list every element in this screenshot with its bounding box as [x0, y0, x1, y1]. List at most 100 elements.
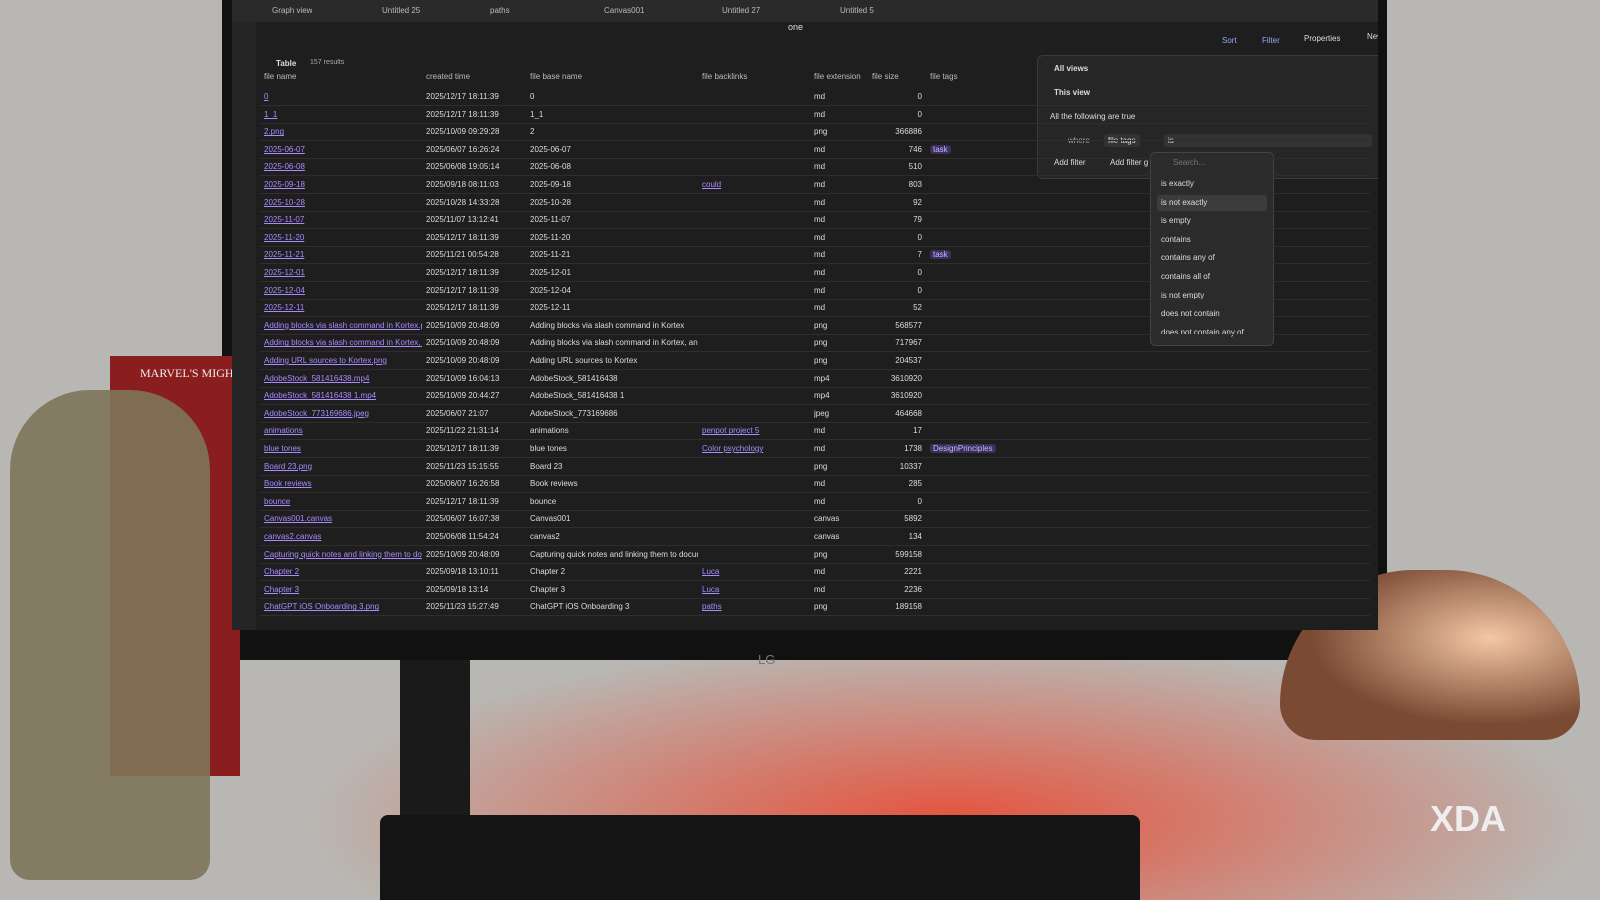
cell: task: [930, 250, 951, 260]
operator-option[interactable]: does not contain: [1161, 309, 1220, 319]
operator-option[interactable]: is empty: [1161, 216, 1191, 226]
row-divider: [260, 615, 1370, 617]
section-toggle[interactable]: All views: [1054, 64, 1089, 73]
view-switcher[interactable]: Table: [276, 59, 297, 68]
cell: png: [814, 602, 828, 612]
file-link[interactable]: 2025-12-04: [264, 285, 305, 295]
column-header[interactable]: file extension: [814, 72, 861, 81]
add-filter-button[interactable]: Add filter: [1054, 158, 1086, 167]
file-link[interactable]: Board 23.png: [264, 461, 313, 471]
cell: md: [814, 144, 826, 154]
file-link[interactable]: 2025-06-08: [264, 162, 305, 172]
column-header[interactable]: file backlinks: [702, 72, 748, 81]
properties-button[interactable]: Properties: [1304, 34, 1341, 43]
section-toggle[interactable]: This view: [1054, 88, 1091, 97]
operator-option[interactable]: is not empty: [1161, 290, 1205, 300]
cell[interactable]: penpot project 5: [702, 426, 760, 436]
cell: md: [814, 285, 826, 295]
cell: Capturing quick notes and linking them t…: [530, 549, 698, 559]
file-link[interactable]: 2025-12-11: [264, 303, 305, 313]
file-link[interactable]: 0: [264, 92, 269, 101]
file-link[interactable]: 2025-11-20: [264, 232, 305, 242]
cell[interactable]: paths: [702, 602, 722, 612]
add-filter-group-button[interactable]: Add filter g: [1110, 158, 1149, 167]
file-link[interactable]: Chapter 3: [264, 584, 300, 594]
file-link[interactable]: 1_1: [264, 109, 278, 119]
file-link[interactable]: 2025-06-07: [264, 144, 305, 154]
search-input[interactable]: Search...: [1173, 158, 1206, 167]
file-link[interactable]: 2025-09-18: [264, 180, 305, 189]
operator-option[interactable]: is exactly: [1161, 179, 1194, 188]
tab[interactable]: Untitled 5: [840, 6, 874, 15]
cell: 2025/12/17 18:11:39: [426, 285, 499, 295]
cell: 2025/09/18 13:10:11: [426, 567, 499, 577]
cell: canvas2: [530, 532, 560, 541]
cell: 2025/11/23 15:15:55: [426, 461, 499, 471]
file-link[interactable]: 2025-10-28: [264, 197, 305, 207]
column-header[interactable]: file name: [264, 72, 297, 81]
operator-option[interactable]: contains: [1161, 234, 1191, 244]
file-link[interactable]: animations: [264, 426, 303, 436]
file-link[interactable]: Chapter 2: [264, 567, 300, 577]
cell: 2025/06/07 21:07: [426, 408, 489, 418]
filter-button[interactable]: Filter: [1262, 36, 1280, 45]
cell: 2025/12/17 18:11:39: [426, 444, 499, 453]
operator-option[interactable]: contains all of: [1161, 272, 1210, 281]
column-header[interactable]: file base name: [530, 72, 583, 81]
file-link[interactable]: 2025-12-01: [264, 268, 305, 277]
file-link[interactable]: Canvas001.canvas: [264, 514, 333, 524]
operator-option[interactable]: contains any of: [1161, 253, 1215, 263]
file-link[interactable]: bounce: [264, 496, 291, 506]
cell: 2025/11/22 21:31:14: [426, 426, 499, 436]
file-link[interactable]: ChatGPT iOS Onboarding 3.png: [264, 602, 380, 612]
tab[interactable]: paths: [490, 6, 510, 15]
file-link[interactable]: blue tones: [264, 444, 301, 453]
cell: 3610920: [890, 373, 922, 383]
file-link[interactable]: 2025-11-21: [264, 250, 305, 260]
operator-option[interactable]: is not exactly: [1157, 194, 1267, 211]
cell: Adding blocks via slash command in Korte…: [530, 320, 685, 330]
cell[interactable]: Color psychology: [702, 444, 764, 453]
cell[interactable]: Luca: [702, 584, 720, 594]
cell: 79: [913, 215, 922, 225]
file-link[interactable]: Book reviews: [264, 479, 312, 489]
condition-select[interactable]: All the following are true: [1050, 112, 1136, 121]
cell: Board 23: [530, 461, 563, 471]
file-link[interactable]: Capturing quick notes and linking them t…: [264, 549, 422, 559]
cell: 134: [908, 532, 922, 541]
row-divider: [260, 228, 1370, 230]
row-divider: [260, 509, 1370, 511]
cell: md: [814, 197, 826, 207]
cell: 2025/10/09 20:48:09: [426, 338, 500, 348]
column-header[interactable]: created time: [426, 72, 471, 81]
column-header[interactable]: file tags: [930, 72, 958, 81]
file-link[interactable]: AdobeStock_581416438 1.mp4: [264, 391, 377, 401]
tab[interactable]: Graph view: [272, 6, 313, 15]
tab[interactable]: Canvas001: [604, 6, 645, 15]
cell: 717967: [895, 338, 922, 348]
cell: 2025-11-07: [530, 215, 571, 225]
file-link[interactable]: Adding blocks via slash command in Korte…: [264, 338, 422, 348]
cell: 0: [917, 109, 922, 119]
file-link[interactable]: AdobeStock_581416438.mp4: [264, 373, 370, 383]
file-link[interactable]: Adding URL sources to Kortex.png: [264, 356, 387, 365]
file-link[interactable]: AdobeStock_773169686.jpeg: [264, 408, 369, 418]
file-link[interactable]: 2.png: [264, 127, 285, 137]
cell: 2025/10/09 20:48:09: [426, 356, 500, 365]
tab[interactable]: Untitled 27: [722, 6, 761, 15]
cell: 10337: [899, 461, 922, 471]
cell: 2025/10/28 14:33:28: [426, 197, 500, 207]
cell: 2025/11/21 00:54:28: [426, 250, 499, 260]
new-button[interactable]: New: [1367, 32, 1378, 41]
file-link[interactable]: 2025-11-07: [264, 215, 305, 225]
cell: 2025-09-18: [530, 180, 571, 189]
cell[interactable]: could: [702, 180, 722, 189]
tab[interactable]: Untitled 25: [382, 6, 421, 15]
cell: md: [814, 567, 826, 577]
file-link[interactable]: canvas2.canvas: [264, 532, 322, 541]
operator-option[interactable]: does not contain any of: [1161, 327, 1244, 337]
cell[interactable]: Luca: [702, 567, 720, 577]
column-header[interactable]: file size: [872, 72, 899, 81]
file-link[interactable]: Adding blocks via slash command in Korte…: [264, 320, 422, 330]
sort-button[interactable]: Sort: [1222, 36, 1237, 45]
